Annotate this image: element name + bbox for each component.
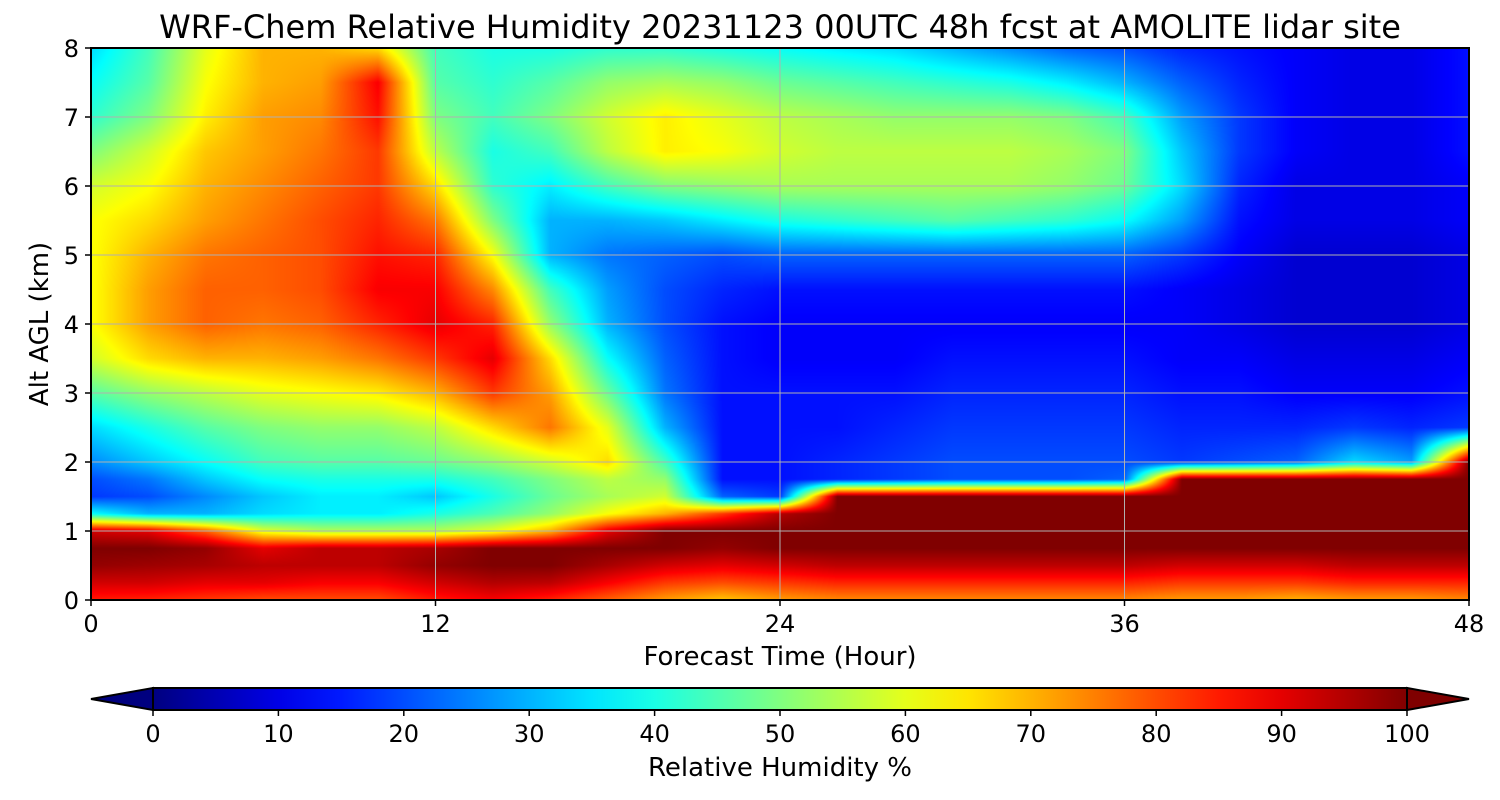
colorbar-tick-label: 70	[1016, 720, 1047, 748]
colorbar-extend-high	[1406, 686, 1470, 712]
colorbar-ticks: 0 10 20 30 40 50 60 70 80 90 100	[145, 710, 1430, 748]
colorbar-label: Relative Humidity %	[648, 753, 912, 783]
y-tick-label: 7	[64, 104, 79, 132]
colorbar-tick-label: 90	[1266, 720, 1297, 748]
colorbar-tick-label: 10	[263, 720, 294, 748]
y-tick-label: 8	[64, 35, 79, 63]
y-axis: 0 1 2 3 4 5 6 7 8	[64, 35, 91, 615]
x-tick-label: 12	[420, 610, 451, 638]
x-axis-label: Forecast Time (Hour)	[643, 642, 916, 672]
colorbar-tick-label: 40	[639, 720, 670, 748]
colorbar-tick-label: 20	[389, 720, 420, 748]
colorbar-tick-label: 80	[1141, 720, 1172, 748]
y-tick-label: 2	[64, 449, 79, 477]
x-tick-label: 36	[1109, 610, 1140, 638]
colorbar-tick-label: 60	[890, 720, 921, 748]
x-axis: 0 12 24 36 48	[83, 600, 1484, 638]
y-axis-label: Alt AGL (km)	[25, 242, 55, 406]
y-tick-label: 6	[64, 173, 79, 201]
colorbar-tick-label: 50	[765, 720, 796, 748]
chart-title: WRF-Chem Relative Humidity 20231123 00UT…	[159, 8, 1401, 46]
colorbar-body	[152, 687, 1408, 711]
y-tick-label: 1	[64, 518, 79, 546]
x-tick-label: 24	[765, 610, 796, 638]
colorbar: 0 10 20 30 40 50 60 70 80 90 100 Relative Humidity…	[90, 686, 1470, 783]
y-tick-label: 0	[64, 587, 79, 615]
y-tick-label: 5	[64, 242, 79, 270]
grid-lines	[91, 48, 1469, 600]
x-tick-label: 0	[83, 610, 98, 638]
x-tick-label: 48	[1454, 610, 1485, 638]
y-tick-label: 3	[64, 380, 79, 408]
colorbar-tick-label: 30	[514, 720, 545, 748]
colorbar-tick-label: 0	[145, 720, 160, 748]
colorbar-tick-label: 100	[1384, 720, 1430, 748]
y-tick-label: 4	[64, 311, 79, 339]
colorbar-extend-low	[90, 686, 154, 712]
